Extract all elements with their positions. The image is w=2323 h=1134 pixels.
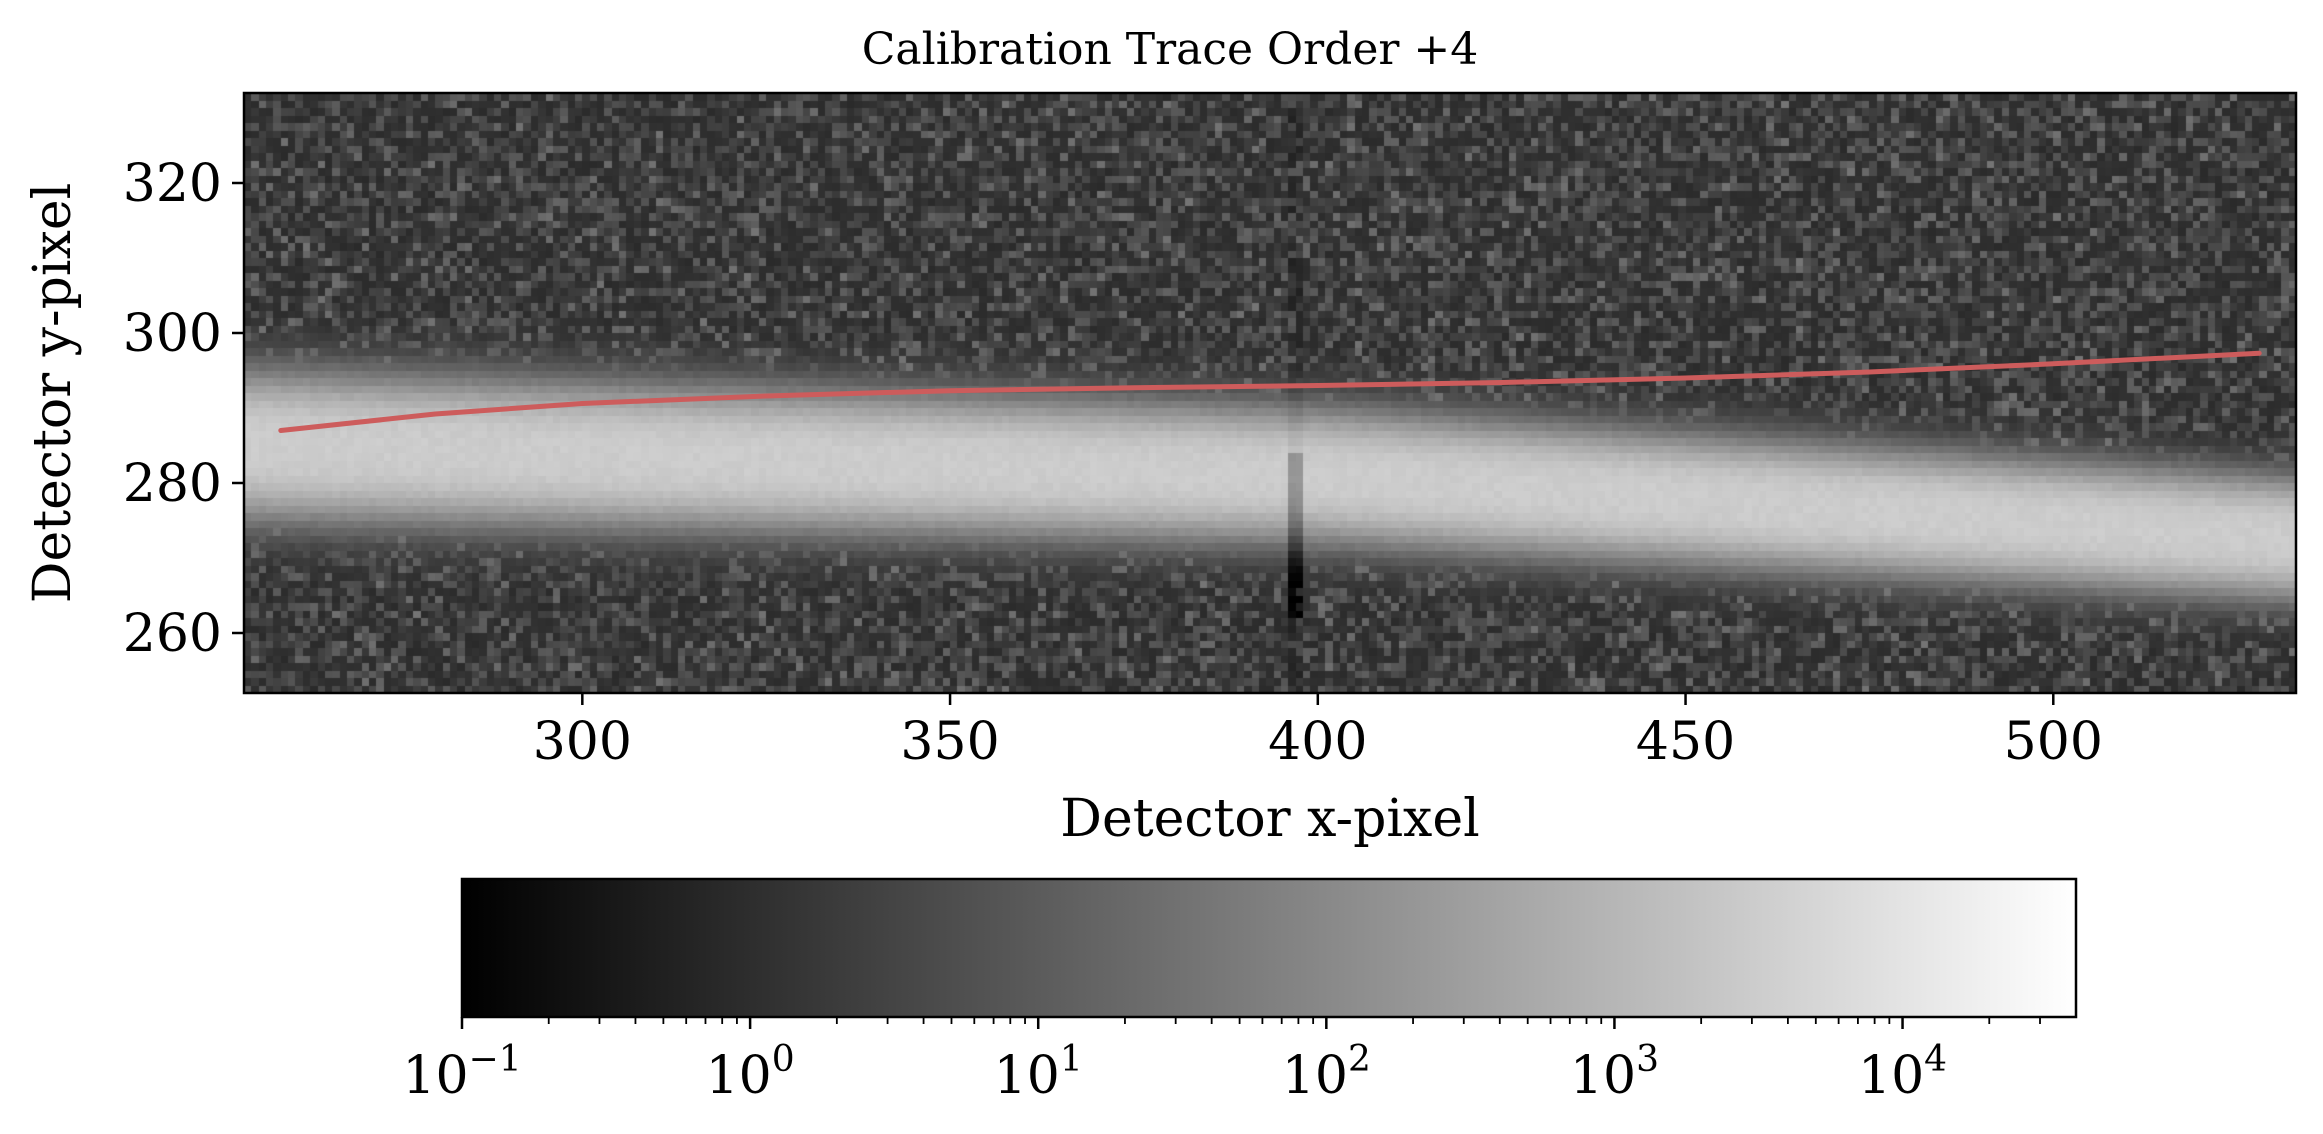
colorbar: 10−1 100 101 102 103 104: [402, 877, 2078, 1106]
heatmap-plot: 300 350 400 450 500 260 280 300 320: [123, 91, 2298, 772]
y-axis-label: Detector y-pixel: [23, 183, 83, 603]
x-axis-ticks: 300 350 400 450 500: [533, 693, 2103, 772]
x-tick-label: 500: [2004, 712, 2103, 772]
colorbar-tick-label: 101: [994, 1039, 1083, 1106]
x-axis-label: Detector x-pixel: [1060, 789, 1479, 849]
y-tick-label: 260: [123, 604, 222, 664]
colorbar-ticks: 10−1 100 101 102 103 104: [402, 1017, 2041, 1106]
colorbar-tick-label: 104: [1858, 1039, 1947, 1106]
x-tick-label: 300: [533, 712, 632, 772]
y-tick-label: 280: [123, 454, 222, 514]
colorbar-gradient: [460, 877, 2078, 1019]
x-tick-label: 350: [900, 712, 999, 772]
plot-frame: [242, 91, 2298, 695]
trace-layer: [278, 350, 2262, 433]
x-tick-label: 450: [1636, 712, 1735, 772]
x-tick-label: 400: [1268, 712, 1367, 772]
colorbar-tick-label: 102: [1282, 1039, 1371, 1106]
trace-line-0: [278, 350, 2262, 433]
colorbar-tick-label: 10−1: [402, 1039, 521, 1106]
colorbar-tick-label: 103: [1570, 1039, 1659, 1106]
y-tick-label: 300: [123, 304, 222, 364]
colorbar-tick-label: 100: [706, 1039, 795, 1106]
chart-title: Calibration Trace Order +4: [862, 24, 1479, 75]
y-tick-label: 320: [123, 154, 222, 214]
heatmap-image: [244, 93, 2296, 693]
y-axis-ticks: 260 280 300 320: [123, 154, 244, 664]
